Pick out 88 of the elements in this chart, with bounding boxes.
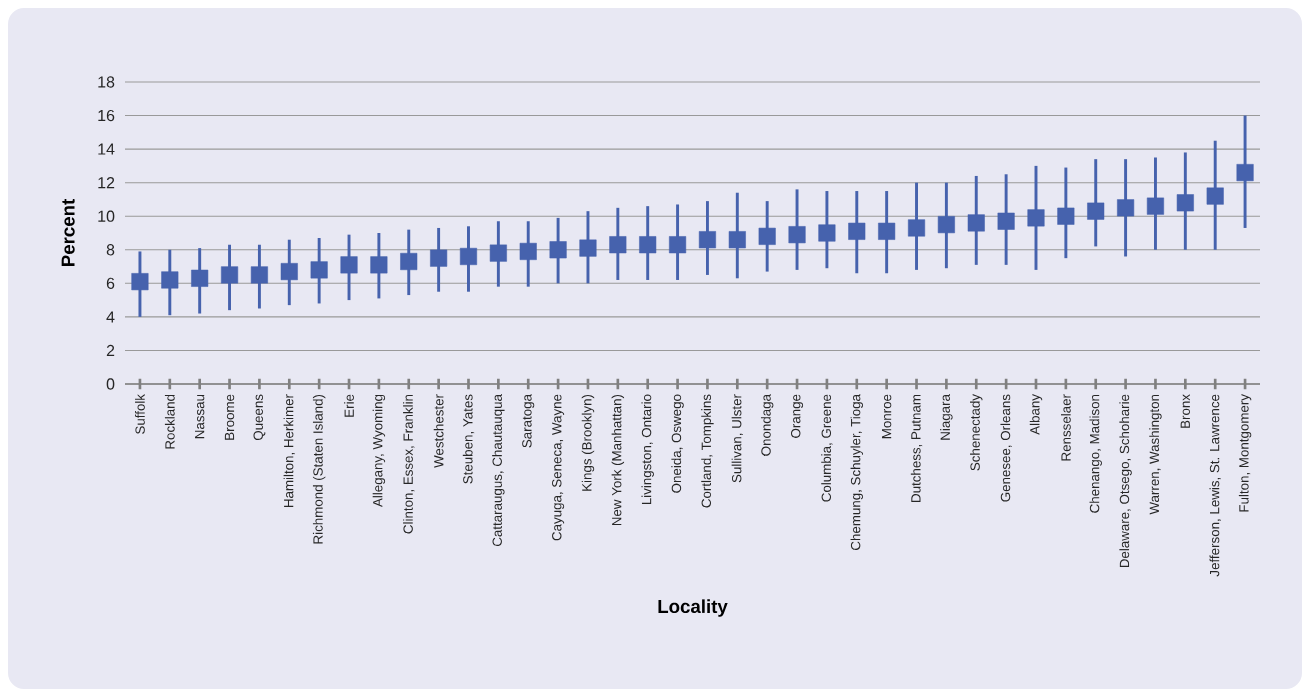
x-tick-label: Allegany, Wyoming — [372, 394, 386, 508]
y-tick-label: 8 — [106, 244, 115, 256]
x-tick-label: Columbia, Greene — [821, 394, 833, 502]
x-tick-label: Genesee, Orleans — [1000, 394, 1012, 502]
point — [728, 231, 746, 249]
point — [698, 231, 716, 249]
x-tick-label: Saratoga — [522, 394, 535, 448]
x-tick-label: Hamilton, Herkimer — [283, 394, 295, 508]
x-tick-label: Richmond (Staten Island) — [312, 394, 326, 544]
x-tick-label: Warren, Washington — [1149, 394, 1162, 515]
point — [639, 236, 657, 254]
point — [1087, 202, 1105, 220]
x-tick-label: Schenectady — [970, 394, 983, 471]
x-tick-label: Onondaga — [760, 394, 774, 456]
y-tick-label: 6 — [106, 277, 115, 289]
point — [1236, 164, 1254, 182]
x-tick-label: Rensselaer — [1060, 394, 1071, 461]
point — [430, 249, 448, 267]
x-tick-label: Suffolk — [135, 394, 145, 434]
x-tick-label: Cayuga, Seneca, Wayne — [552, 394, 565, 541]
x-tick-label: Cortland, Tompkins — [701, 394, 714, 508]
x-tick-label: Queens — [253, 394, 266, 441]
y-axis-title: Percent — [61, 198, 75, 266]
x-tick-label: Delaware, Otsego, Schoharie — [1119, 394, 1132, 568]
x-tick-label: Oneida, Oswego — [671, 394, 684, 493]
x-tick-label: Chemung, Schuyler, Tioga — [850, 394, 863, 550]
y-tick-label: 10 — [98, 210, 115, 222]
x-tick-label: Chenango, Madison — [1089, 394, 1102, 513]
point — [967, 214, 985, 232]
x-tick-label: Rockland — [164, 394, 175, 449]
y-tick-label: 2 — [106, 344, 115, 357]
point — [1146, 197, 1164, 215]
point — [400, 252, 418, 271]
x-tick-label: Dutchess, Putnam — [910, 394, 923, 502]
point — [1057, 207, 1075, 225]
x-tick-label: Niagara — [940, 394, 953, 440]
y-tick-label: 4 — [106, 311, 115, 323]
x-tick-label: New York (Manhattan) — [611, 394, 625, 526]
point — [1027, 209, 1045, 227]
x-tick-label: Livingston, Ontario — [641, 394, 654, 505]
x-tick-label: Albany — [1029, 394, 1043, 435]
point — [370, 256, 388, 274]
point — [549, 241, 567, 259]
point — [997, 212, 1015, 230]
point — [878, 222, 896, 240]
point — [310, 261, 328, 279]
point — [280, 263, 298, 281]
x-tick-label: Nassau — [195, 394, 205, 439]
point — [221, 266, 239, 284]
point — [1117, 199, 1135, 217]
point — [340, 256, 358, 274]
point — [788, 226, 806, 244]
point — [489, 244, 507, 262]
y-tick-label: 16 — [98, 109, 115, 122]
x-tick-label: Steuben, Yates — [462, 394, 475, 484]
x-tick-label: Monroe — [881, 394, 892, 439]
point — [191, 269, 209, 287]
point — [669, 236, 687, 254]
x-tick-label: Clinton, Essex, Franklin — [403, 394, 415, 534]
point — [758, 227, 776, 245]
x-tick-label: Kings (Brooklyn) — [581, 394, 595, 491]
point — [459, 247, 478, 266]
x-tick-label: Jefferson, Lewis, St. Lawrence — [1209, 394, 1221, 577]
x-tick-label: Sullivan, Ulster — [731, 394, 743, 483]
x-tick-label: Erie — [344, 394, 354, 417]
x-tick-label: Cattaraugus, Chautauqua — [492, 394, 505, 547]
y-tick-label: 0 — [106, 378, 115, 390]
y-tick-label: 14 — [98, 143, 115, 155]
x-tick-label: Orange — [791, 394, 804, 438]
y-tick-label: 18 — [98, 76, 115, 88]
x-tick-label: Westchester — [433, 394, 444, 468]
point — [848, 222, 866, 240]
point — [1176, 194, 1194, 212]
point — [907, 219, 926, 237]
point — [818, 224, 836, 242]
point — [161, 271, 179, 289]
point — [579, 239, 597, 257]
x-tick-label: Broome — [224, 394, 235, 440]
point — [131, 273, 149, 291]
point — [250, 266, 268, 284]
x-tick-label: Fulton, Montgomery — [1238, 394, 1252, 512]
point — [519, 242, 537, 260]
x-tick-label: Bronx — [1180, 394, 1190, 428]
point — [1206, 187, 1224, 205]
point — [937, 216, 955, 234]
x-axis-title: Locality — [658, 599, 728, 617]
y-tick-label: 12 — [98, 177, 115, 189]
point — [609, 236, 627, 254]
